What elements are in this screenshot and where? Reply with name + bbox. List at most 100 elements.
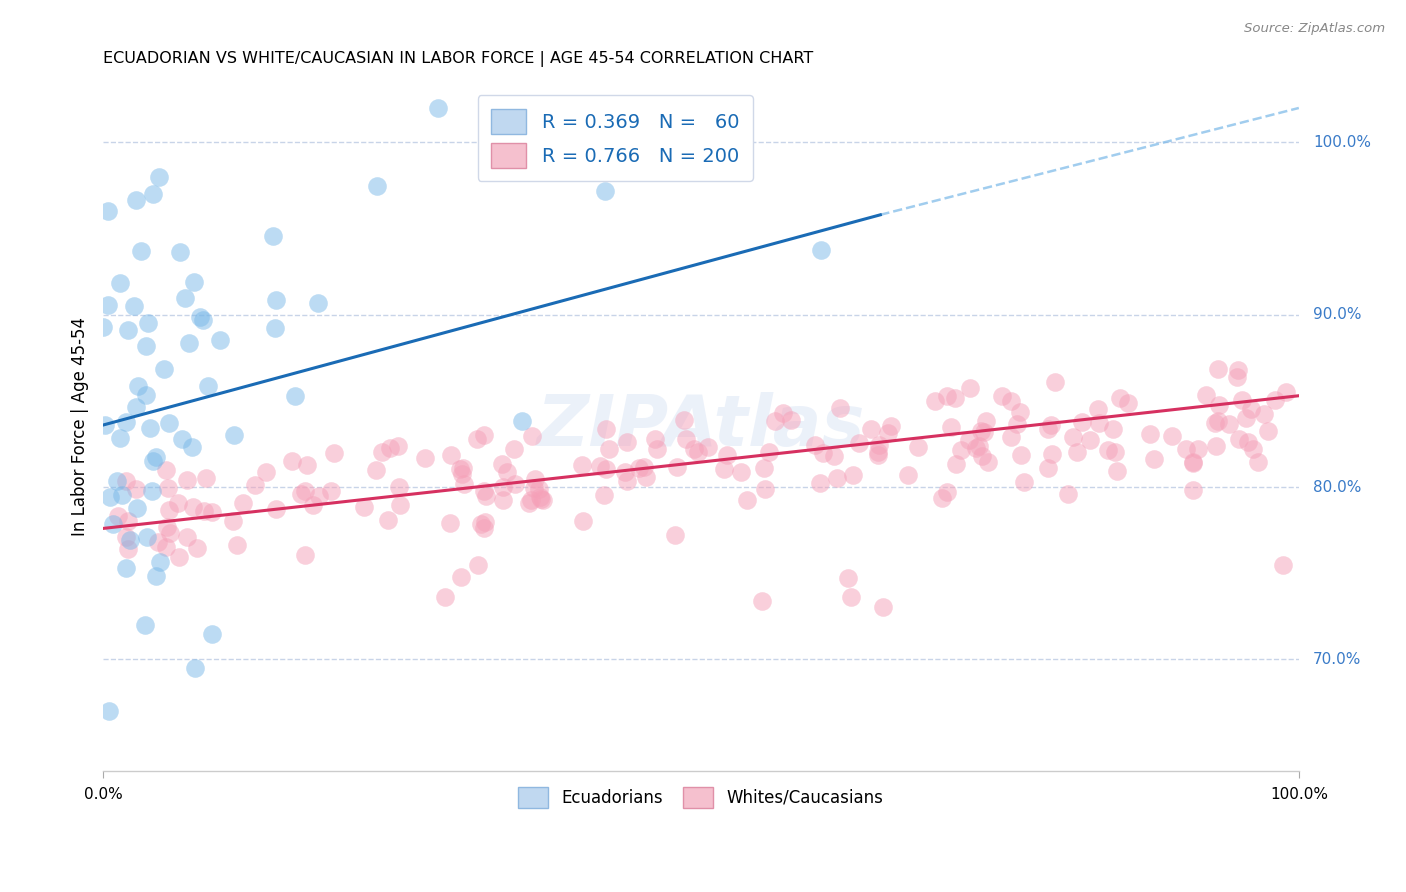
Point [426,101,449,115]
Point [1208,399,1230,413]
Point [751,594,773,608]
Point [665,459,688,474]
Point [155,463,177,477]
Point [474,515,496,529]
Point [1264,393,1286,408]
Point [530,491,553,506]
Point [125,400,148,414]
Point [169,244,191,259]
Point [595,461,617,475]
Point [868,438,890,452]
Point [974,414,997,428]
Point [1066,444,1088,458]
Point [125,193,148,207]
Point [1139,427,1161,442]
Point [907,440,929,454]
Point [157,416,180,430]
Point [124,299,146,313]
Point [1045,376,1067,390]
Point [1040,447,1063,461]
Point [157,503,180,517]
Point [772,406,794,420]
Point [135,388,157,402]
Point [973,425,995,439]
Point [1161,429,1184,443]
Point [763,414,786,428]
Point [758,445,780,459]
Point [136,530,159,544]
Point [197,379,219,393]
Point [1204,416,1226,430]
Point [111,488,134,502]
Point [115,530,138,544]
Point [294,484,316,499]
Point [1109,391,1132,405]
Point [290,486,312,500]
Point [94,418,117,433]
Point [321,484,343,499]
Point [364,463,387,477]
Point [1227,433,1250,447]
Point [184,661,207,675]
Point [1102,422,1125,436]
Point [181,500,204,514]
Point [936,485,959,500]
Point [529,490,551,504]
Point [496,465,519,479]
Point [808,475,831,490]
Point [520,428,543,442]
Point [1010,405,1032,419]
Point [302,498,325,512]
Point [125,482,148,496]
Point [450,570,472,584]
Point [810,244,832,258]
Point [965,441,987,455]
Point [1237,434,1260,449]
Point [503,476,526,491]
Point [1038,422,1060,436]
Text: ECUADORIAN VS WHITE/CAUCASIAN IN LABOR FORCE | AGE 45-54 CORRELATION CHART: ECUADORIAN VS WHITE/CAUCASIAN IN LABOR F… [103,51,814,67]
Point [897,468,920,483]
Point [98,491,121,505]
Point [1036,461,1059,475]
Point [491,480,513,494]
Point [159,526,181,541]
Point [523,481,546,495]
Point [115,475,138,489]
Point [115,561,138,575]
Point [1000,394,1022,409]
Point [201,626,224,640]
Text: 70.0%: 70.0% [1313,652,1361,667]
Point [527,482,550,496]
Point [520,493,543,508]
Point [837,571,859,585]
Point [138,316,160,330]
Point [969,439,991,453]
Point [860,422,883,436]
Point [598,442,620,456]
Point [1205,439,1227,453]
Point [592,488,614,502]
Point [155,540,177,554]
Point [222,514,245,528]
Point [1010,448,1032,462]
Point [737,493,759,508]
Point [754,482,776,496]
Point [872,600,894,615]
Point [97,204,120,219]
Point [1274,385,1296,400]
Point [449,462,471,476]
Point [91,320,114,334]
Point [149,555,172,569]
Point [1187,442,1209,456]
Point [1234,411,1257,425]
Point [451,461,474,475]
Point [378,442,401,456]
Point [1105,464,1128,478]
Point [1070,415,1092,429]
Point [672,413,695,427]
Point [453,477,475,491]
Point [524,472,547,486]
Y-axis label: In Labor Force | Age 45-54: In Labor Force | Age 45-54 [72,318,89,536]
Point [120,533,142,547]
